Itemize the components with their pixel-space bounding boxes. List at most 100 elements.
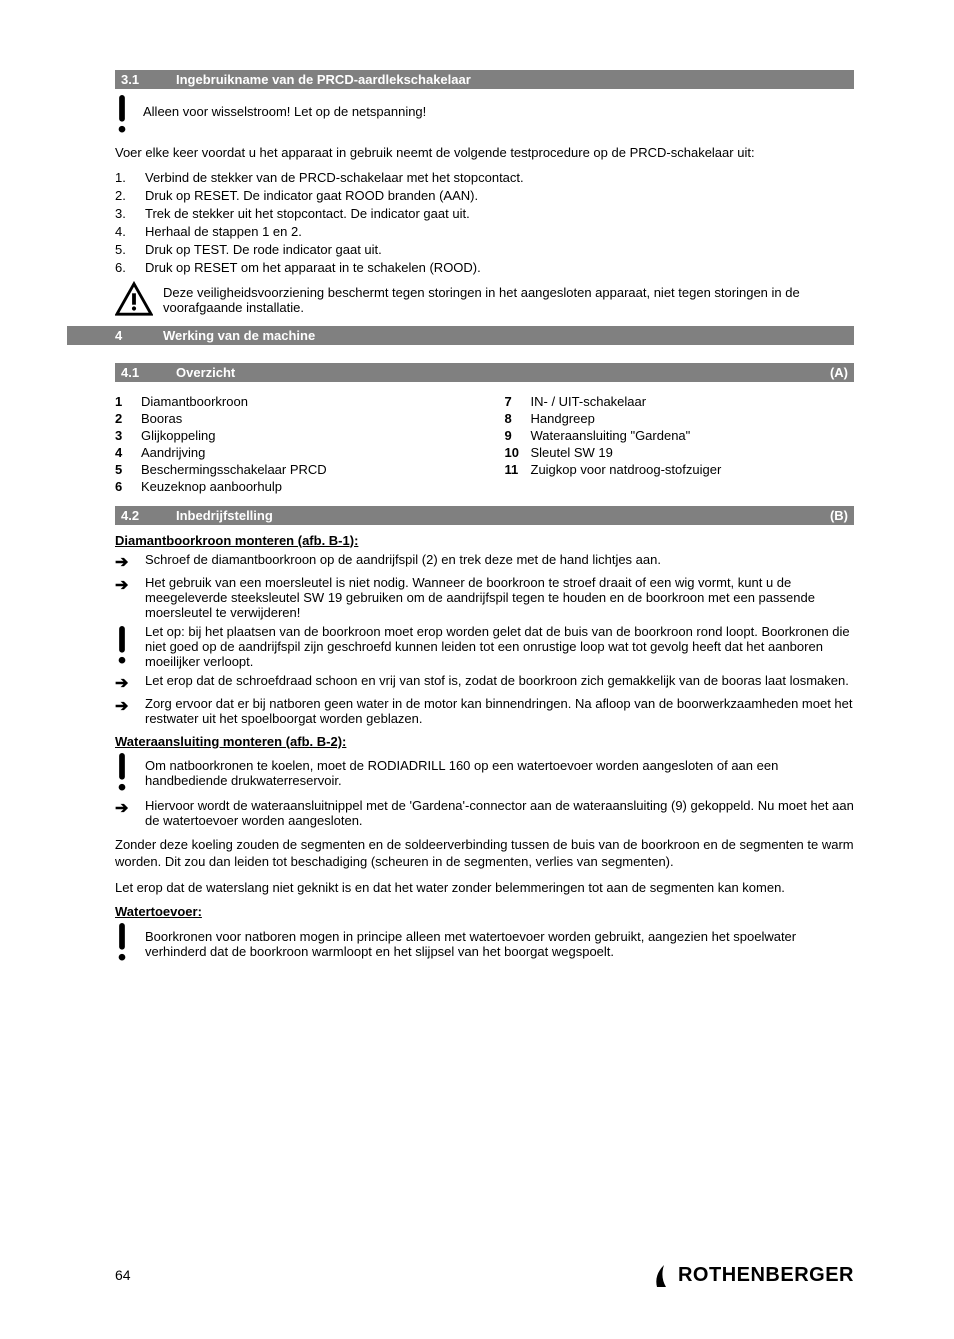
overview-num: 9 <box>505 428 531 443</box>
exclamation-icon <box>115 923 133 964</box>
overview-text: Keuzeknop aanboorhulp <box>141 479 282 494</box>
overview-text: Handgreep <box>531 411 595 426</box>
arrow-icon: ➔ <box>115 673 145 693</box>
list-text: Verbind de stekker van de PRCD-schakelaa… <box>145 170 524 185</box>
overview-item: 7IN- / UIT-schakelaar <box>505 394 855 409</box>
overview-text: Wateraansluiting "Gardena" <box>531 428 691 443</box>
overview-num: 4 <box>115 445 141 460</box>
list-marker: 1. <box>115 170 145 185</box>
arrow-icon: ➔ <box>115 552 145 572</box>
brand-text: ROTHENBERGER <box>678 1264 854 1287</box>
list-item: 6.Druk op RESET om het apparaat in te sc… <box>115 260 854 275</box>
overview-item: 4Aandrijving <box>115 445 465 460</box>
overview-num: 5 <box>115 462 141 477</box>
arrow-list-item: ➔ Zorg ervoor dat er bij natboren geen w… <box>115 696 854 726</box>
arrow-icon: ➔ <box>115 696 145 726</box>
overview-col-left: 1Diamantboorkroon2Booras3Glijkoppeling4A… <box>115 392 465 496</box>
arrow-text: Zorg ervoor dat er bij natboren geen wat… <box>145 696 854 726</box>
overview-item: 3Glijkoppeling <box>115 428 465 443</box>
section-ref: (A) <box>830 365 848 380</box>
overview-col-right: 7IN- / UIT-schakelaar8Handgreep9Wateraan… <box>505 392 855 496</box>
section-num: 3.1 <box>121 72 176 87</box>
section-title: Werking van de machine <box>163 328 315 343</box>
note-text: Boorkronen voor natboren mogen in princi… <box>145 929 854 959</box>
section-num: 4.2 <box>121 508 176 523</box>
brand-logo: ROTHENBERGER <box>654 1261 854 1289</box>
section-title: Ingebruikname van de PRCD-aardlekschakel… <box>176 72 471 87</box>
overview-text: Booras <box>141 411 182 426</box>
list-marker: 5. <box>115 242 145 257</box>
section-bar-3-1: 3.1 Ingebruikname van de PRCD-aardleksch… <box>115 70 854 89</box>
exclamation-icon <box>115 626 133 667</box>
page: 3.1 Ingebruikname van de PRCD-aardleksch… <box>0 0 954 1339</box>
section-bar-4: 4 Werking van de machine <box>67 326 854 345</box>
note-text: Om natboorkronen te koelen, moet de RODI… <box>145 758 854 788</box>
section-num: 4 <box>115 328 163 343</box>
paragraph: Let erop dat de waterslang niet geknikt … <box>115 879 854 897</box>
list-item: 3.Trek de stekker uit het stopcontact. D… <box>115 206 854 221</box>
exclamation-icon <box>115 753 133 794</box>
subsection-heading: Wateraansluiting monteren (afb. B-2): <box>115 734 854 749</box>
overview-num: 7 <box>505 394 531 409</box>
arrow-icon: ➔ <box>115 798 145 828</box>
list-marker: 2. <box>115 188 145 203</box>
overview-item: 11Zuigkop voor natdroog-stofzuiger <box>505 462 855 477</box>
list-text: Druk op RESET om het apparaat in te scha… <box>145 260 481 275</box>
section-title: Overzicht <box>176 365 235 380</box>
note-block: Boorkronen voor natboren mogen in princi… <box>115 923 854 964</box>
list-item: 2.Druk op RESET. De indicator gaat ROOD … <box>115 188 854 203</box>
list-item: 4.Herhaal de stappen 1 en 2. <box>115 224 854 239</box>
overview-item: 1Diamantboorkroon <box>115 394 465 409</box>
subsection-heading: Watertoevoer: <box>115 904 854 919</box>
list-text: Druk op RESET. De indicator gaat ROOD br… <box>145 188 478 203</box>
overview-num: 1 <box>115 394 141 409</box>
note-block: Let op: bij het plaatsen van de boorkroo… <box>115 624 854 669</box>
warning-text: Deze veiligheidsvoorziening beschermt te… <box>163 285 854 315</box>
section-ref: (B) <box>830 508 848 523</box>
overview-text: Aandrijving <box>141 445 205 460</box>
overview-item: 8Handgreep <box>505 411 855 426</box>
section-bar-4-1: 4.1 Overzicht (A) <box>115 363 854 382</box>
exclamation-icon <box>115 95 133 136</box>
overview-num: 11 <box>505 462 531 477</box>
note-block: Alleen voor wisselstroom! Let op de nets… <box>115 95 854 136</box>
arrow-text: Het gebruik van een moersleutel is niet … <box>145 575 854 620</box>
list-marker: 4. <box>115 224 145 239</box>
overview-num: 2 <box>115 411 141 426</box>
list-item: 5.Druk op TEST. De rode indicator gaat u… <box>115 242 854 257</box>
page-number: 64 <box>115 1267 131 1283</box>
overview-num: 3 <box>115 428 141 443</box>
overview-num: 6 <box>115 479 141 494</box>
section-bar-4-2: 4.2 Inbedrijfstelling (B) <box>115 506 854 525</box>
list-text: Druk op TEST. De rode indicator gaat uit… <box>145 242 382 257</box>
arrow-text: Hiervoor wordt de wateraansluitnippel me… <box>145 798 854 828</box>
arrow-text: Let erop dat de schroefdraad schoon en v… <box>145 673 854 693</box>
overview-text: Diamantboorkroon <box>141 394 248 409</box>
overview-text: IN- / UIT-schakelaar <box>531 394 647 409</box>
overview-item: 10Sleutel SW 19 <box>505 445 855 460</box>
paragraph: Zonder deze koeling zouden de segmenten … <box>115 836 854 871</box>
arrow-list-item: ➔ Schroef de diamantboorkroon op de aand… <box>115 552 854 572</box>
list-text: Herhaal de stappen 1 en 2. <box>145 224 302 239</box>
note-block: Om natboorkronen te koelen, moet de RODI… <box>115 753 854 794</box>
overview-item: 5Beschermingsschakelaar PRCD <box>115 462 465 477</box>
overview-text: Sleutel SW 19 <box>531 445 613 460</box>
overview-item: 9Wateraansluiting "Gardena" <box>505 428 855 443</box>
arrow-list-item: ➔ Het gebruik van een moersleutel is nie… <box>115 575 854 620</box>
overview-text: Zuigkop voor natdroog-stofzuiger <box>531 462 722 477</box>
list-text: Trek de stekker uit het stopcontact. De … <box>145 206 470 221</box>
section-num: 4.1 <box>121 365 176 380</box>
list-marker: 3. <box>115 206 145 221</box>
arrow-list-item: ➔ Hiervoor wordt de wateraansluitnippel … <box>115 798 854 828</box>
overview-columns: 1Diamantboorkroon2Booras3Glijkoppeling4A… <box>115 392 854 496</box>
paragraph: Alleen voor wisselstroom! Let op de nets… <box>143 103 854 121</box>
subsection-heading: Diamantboorkroon monteren (afb. B-1): <box>115 533 854 548</box>
list-marker: 6. <box>115 260 145 275</box>
arrow-text: Schroef de diamantboorkroon op de aandri… <box>145 552 854 572</box>
section-title: Inbedrijfstelling <box>176 508 273 523</box>
warning-triangle-icon <box>115 281 153 320</box>
overview-num: 8 <box>505 411 531 426</box>
overview-item: 2Booras <box>115 411 465 426</box>
overview-text: Glijkoppeling <box>141 428 215 443</box>
note-text: Let op: bij het plaatsen van de boorkroo… <box>145 624 854 669</box>
